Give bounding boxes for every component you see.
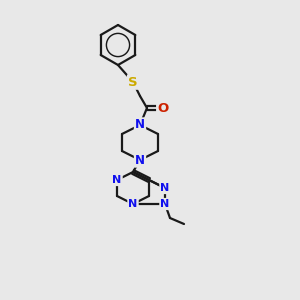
Text: N: N	[135, 118, 145, 131]
Text: N: N	[160, 199, 169, 209]
Text: O: O	[158, 101, 169, 115]
Text: N: N	[112, 175, 122, 185]
Text: N: N	[135, 154, 145, 166]
Text: N: N	[160, 183, 169, 193]
Text: S: S	[128, 76, 138, 88]
Text: N: N	[128, 199, 138, 209]
